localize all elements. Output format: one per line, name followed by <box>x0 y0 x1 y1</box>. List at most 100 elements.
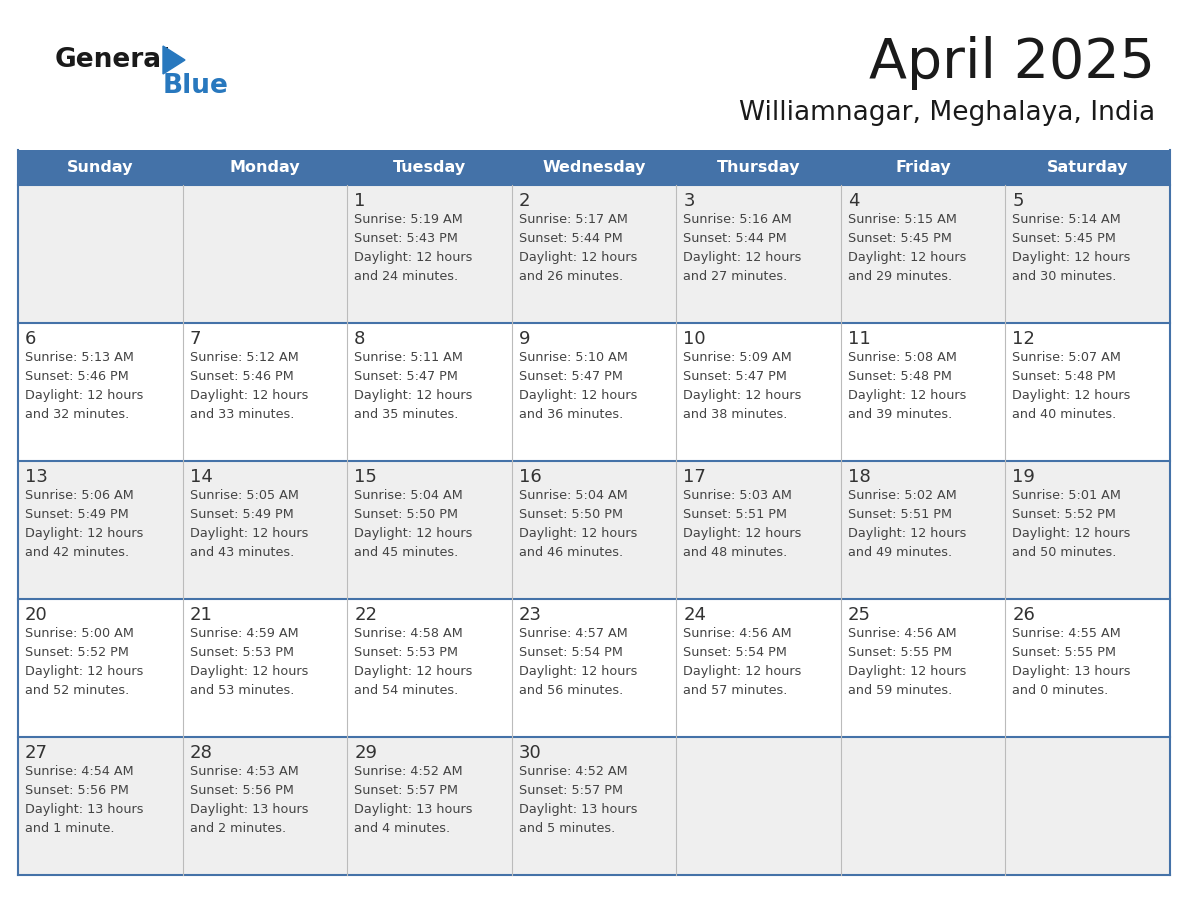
Text: Sunset: 5:52 PM: Sunset: 5:52 PM <box>25 646 128 659</box>
Text: Sunrise: 5:11 AM: Sunrise: 5:11 AM <box>354 351 463 364</box>
Text: Sunset: 5:45 PM: Sunset: 5:45 PM <box>1012 232 1117 245</box>
Text: 6: 6 <box>25 330 37 348</box>
Text: 4: 4 <box>848 192 859 210</box>
Text: Sunrise: 5:19 AM: Sunrise: 5:19 AM <box>354 213 463 226</box>
Text: 21: 21 <box>190 606 213 624</box>
Text: Sunrise: 4:58 AM: Sunrise: 4:58 AM <box>354 627 463 640</box>
Text: Sunrise: 5:08 AM: Sunrise: 5:08 AM <box>848 351 956 364</box>
Text: 22: 22 <box>354 606 377 624</box>
Text: 10: 10 <box>683 330 706 348</box>
Text: and 42 minutes.: and 42 minutes. <box>25 546 129 559</box>
Text: and 35 minutes.: and 35 minutes. <box>354 408 459 421</box>
Text: and 33 minutes.: and 33 minutes. <box>190 408 293 421</box>
Text: and 2 minutes.: and 2 minutes. <box>190 822 285 835</box>
Text: Sunset: 5:44 PM: Sunset: 5:44 PM <box>683 232 786 245</box>
Text: 16: 16 <box>519 468 542 486</box>
Text: Daylight: 12 hours: Daylight: 12 hours <box>683 527 802 540</box>
Text: Daylight: 12 hours: Daylight: 12 hours <box>848 527 966 540</box>
Text: Daylight: 12 hours: Daylight: 12 hours <box>683 389 802 402</box>
Text: Sunrise: 5:12 AM: Sunrise: 5:12 AM <box>190 351 298 364</box>
Text: 15: 15 <box>354 468 377 486</box>
Text: Saturday: Saturday <box>1047 160 1129 175</box>
Text: Sunset: 5:43 PM: Sunset: 5:43 PM <box>354 232 459 245</box>
Text: and 57 minutes.: and 57 minutes. <box>683 684 788 697</box>
Text: Daylight: 12 hours: Daylight: 12 hours <box>25 389 144 402</box>
Text: and 59 minutes.: and 59 minutes. <box>848 684 952 697</box>
Text: and 36 minutes.: and 36 minutes. <box>519 408 623 421</box>
Text: Sunset: 5:56 PM: Sunset: 5:56 PM <box>190 784 293 797</box>
Text: Sunrise: 5:00 AM: Sunrise: 5:00 AM <box>25 627 134 640</box>
Text: and 24 minutes.: and 24 minutes. <box>354 270 459 283</box>
Text: Sunrise: 5:16 AM: Sunrise: 5:16 AM <box>683 213 792 226</box>
Text: and 46 minutes.: and 46 minutes. <box>519 546 623 559</box>
Text: Tuesday: Tuesday <box>393 160 466 175</box>
Text: Wednesday: Wednesday <box>542 160 646 175</box>
Text: Sunset: 5:55 PM: Sunset: 5:55 PM <box>1012 646 1117 659</box>
Text: and 32 minutes.: and 32 minutes. <box>25 408 129 421</box>
Text: Sunrise: 5:15 AM: Sunrise: 5:15 AM <box>848 213 956 226</box>
Text: 29: 29 <box>354 744 377 762</box>
Text: Sunrise: 4:52 AM: Sunrise: 4:52 AM <box>519 765 627 778</box>
Text: Sunset: 5:57 PM: Sunset: 5:57 PM <box>519 784 623 797</box>
Text: Sunrise: 5:10 AM: Sunrise: 5:10 AM <box>519 351 627 364</box>
Text: Daylight: 12 hours: Daylight: 12 hours <box>1012 251 1131 264</box>
Text: 27: 27 <box>25 744 48 762</box>
Bar <box>18 323 1170 461</box>
Text: Sunrise: 4:59 AM: Sunrise: 4:59 AM <box>190 627 298 640</box>
Text: Sunset: 5:47 PM: Sunset: 5:47 PM <box>354 370 459 383</box>
Text: Daylight: 12 hours: Daylight: 12 hours <box>1012 527 1131 540</box>
Text: Daylight: 12 hours: Daylight: 12 hours <box>1012 389 1131 402</box>
Text: Sunrise: 4:53 AM: Sunrise: 4:53 AM <box>190 765 298 778</box>
Text: Sunset: 5:51 PM: Sunset: 5:51 PM <box>848 508 952 521</box>
Text: 1: 1 <box>354 192 366 210</box>
Text: Daylight: 12 hours: Daylight: 12 hours <box>354 665 473 678</box>
Text: and 49 minutes.: and 49 minutes. <box>848 546 952 559</box>
Text: Sunrise: 5:02 AM: Sunrise: 5:02 AM <box>848 489 956 502</box>
Text: Sunrise: 5:09 AM: Sunrise: 5:09 AM <box>683 351 792 364</box>
Text: April 2025: April 2025 <box>868 36 1155 90</box>
Text: Sunset: 5:48 PM: Sunset: 5:48 PM <box>1012 370 1117 383</box>
Text: Daylight: 12 hours: Daylight: 12 hours <box>848 665 966 678</box>
Text: Sunset: 5:53 PM: Sunset: 5:53 PM <box>354 646 459 659</box>
Text: 26: 26 <box>1012 606 1035 624</box>
Text: Daylight: 12 hours: Daylight: 12 hours <box>848 389 966 402</box>
Text: Sunset: 5:54 PM: Sunset: 5:54 PM <box>519 646 623 659</box>
Text: Sunset: 5:53 PM: Sunset: 5:53 PM <box>190 646 293 659</box>
Text: General: General <box>55 47 171 73</box>
Text: Sunrise: 4:56 AM: Sunrise: 4:56 AM <box>683 627 792 640</box>
Text: Blue: Blue <box>163 73 229 99</box>
Text: Sunset: 5:48 PM: Sunset: 5:48 PM <box>848 370 952 383</box>
Text: Sunset: 5:50 PM: Sunset: 5:50 PM <box>519 508 623 521</box>
Text: and 1 minute.: and 1 minute. <box>25 822 114 835</box>
Text: Daylight: 12 hours: Daylight: 12 hours <box>519 389 637 402</box>
Text: Daylight: 12 hours: Daylight: 12 hours <box>519 665 637 678</box>
Text: Sunrise: 5:17 AM: Sunrise: 5:17 AM <box>519 213 627 226</box>
Text: and 29 minutes.: and 29 minutes. <box>848 270 952 283</box>
Text: Sunset: 5:45 PM: Sunset: 5:45 PM <box>848 232 952 245</box>
Text: 13: 13 <box>25 468 48 486</box>
Text: Daylight: 12 hours: Daylight: 12 hours <box>519 251 637 264</box>
Text: Sunrise: 4:57 AM: Sunrise: 4:57 AM <box>519 627 627 640</box>
Text: 12: 12 <box>1012 330 1035 348</box>
Bar <box>18 150 1170 185</box>
Text: Sunrise: 4:55 AM: Sunrise: 4:55 AM <box>1012 627 1121 640</box>
Text: Sunset: 5:52 PM: Sunset: 5:52 PM <box>1012 508 1117 521</box>
Text: Sunset: 5:57 PM: Sunset: 5:57 PM <box>354 784 459 797</box>
Text: Daylight: 12 hours: Daylight: 12 hours <box>190 527 308 540</box>
Text: Sunrise: 5:03 AM: Sunrise: 5:03 AM <box>683 489 792 502</box>
Text: and 26 minutes.: and 26 minutes. <box>519 270 623 283</box>
Text: and 48 minutes.: and 48 minutes. <box>683 546 788 559</box>
Text: 14: 14 <box>190 468 213 486</box>
Text: and 38 minutes.: and 38 minutes. <box>683 408 788 421</box>
Bar <box>18 737 1170 875</box>
Text: Sunset: 5:49 PM: Sunset: 5:49 PM <box>190 508 293 521</box>
Text: Sunrise: 5:13 AM: Sunrise: 5:13 AM <box>25 351 134 364</box>
Text: 24: 24 <box>683 606 707 624</box>
Bar <box>18 599 1170 737</box>
Text: 19: 19 <box>1012 468 1035 486</box>
Text: Daylight: 12 hours: Daylight: 12 hours <box>683 665 802 678</box>
Text: 17: 17 <box>683 468 706 486</box>
Text: 7: 7 <box>190 330 201 348</box>
Text: Daylight: 13 hours: Daylight: 13 hours <box>25 803 144 816</box>
Text: Friday: Friday <box>896 160 950 175</box>
